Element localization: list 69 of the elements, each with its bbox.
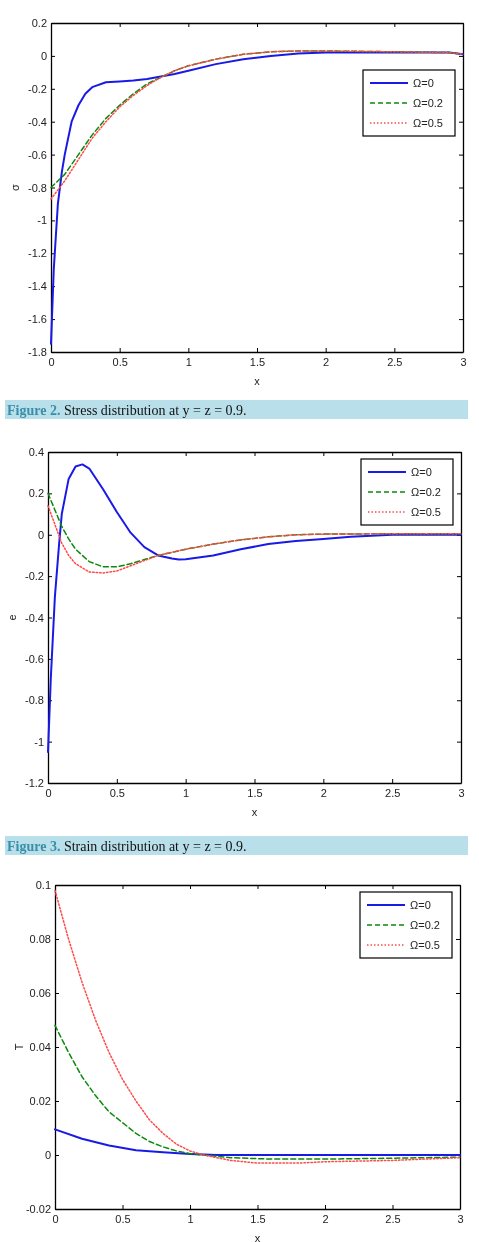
x-tick-label: 1 xyxy=(183,786,190,799)
x-tick-label: 2.5 xyxy=(387,355,403,368)
y-tick-label: -1.2 xyxy=(25,777,44,790)
legend-label: Ω=0.2 xyxy=(413,97,443,109)
y-axis-title: e xyxy=(6,614,18,621)
y-tick-label: -1 xyxy=(34,735,44,748)
y-tick-label: -0.02 xyxy=(25,1203,51,1216)
y-tick-label: 0.4 xyxy=(28,446,44,459)
legend-label: Ω=0 xyxy=(411,466,432,478)
y-tick-label: -0.8 xyxy=(28,181,47,194)
line-series xyxy=(47,463,462,753)
y-tick-label: 0.04 xyxy=(29,1041,51,1054)
line-series xyxy=(50,51,464,345)
x-tick-label: 1.5 xyxy=(249,355,266,368)
line-series xyxy=(54,1128,461,1156)
x-tick-label: 1 xyxy=(187,1212,194,1225)
x-tick-label: 2.5 xyxy=(385,1212,401,1225)
x-tick-label: 2 xyxy=(323,355,330,368)
y-tick-label: 0 xyxy=(44,1149,51,1162)
x-tick-label: 3 xyxy=(460,355,467,368)
y-tick-label: 0.06 xyxy=(29,987,51,1000)
y-tick-label: -1.6 xyxy=(28,313,47,326)
x-tick-label: 3 xyxy=(458,786,465,799)
y-axis-title: T xyxy=(13,1043,25,1051)
x-axis-title: x xyxy=(254,1232,261,1242)
y-tick-label: -1.4 xyxy=(28,280,47,293)
x-axis-title: x xyxy=(254,375,261,387)
y-tick-label: -0.6 xyxy=(28,148,47,161)
caption: Figure 2. Stress distribution at y = z = 0.9. xyxy=(7,403,247,418)
x-tick-label: 2.5 xyxy=(385,786,401,799)
y-tick-label: -0.4 xyxy=(25,611,44,624)
legend-label: Ω=0 xyxy=(413,77,434,89)
y-tick-label: 0.2 xyxy=(31,17,47,30)
caption: Figure 3. Strain distribution at y = z = 0.9. xyxy=(7,839,247,854)
y-tick-label: -1.8 xyxy=(28,346,47,359)
x-tick-label: 0.5 xyxy=(109,786,125,799)
y-axis-title: σ xyxy=(9,183,21,191)
x-tick-label: 0.5 xyxy=(115,1212,131,1225)
y-tick-label: -0.2 xyxy=(28,82,47,95)
line-series xyxy=(54,1024,461,1160)
x-tick-label: 1.5 xyxy=(250,1212,266,1225)
y-tick-label: -0.6 xyxy=(25,652,44,665)
line-series xyxy=(54,889,461,1164)
y-tick-label: -1.2 xyxy=(28,247,47,260)
x-tick-label: 1 xyxy=(185,355,192,368)
y-tick-label: 0.1 xyxy=(35,879,51,892)
y-tick-label: 0.08 xyxy=(29,933,51,946)
line-series xyxy=(47,505,462,574)
legend-label: Ω=0.2 xyxy=(411,486,441,498)
x-tick-label: 2 xyxy=(320,786,327,799)
x-tick-label: 2 xyxy=(322,1212,329,1225)
x-tick-label: 3 xyxy=(457,1212,464,1225)
legend-label: Ω=0.5 xyxy=(411,506,441,518)
y-tick-label: -1 xyxy=(37,214,47,227)
y-tick-label: 0.2 xyxy=(28,487,44,500)
legend-label: Ω=0.5 xyxy=(410,939,440,951)
legend-label: Ω=0 xyxy=(410,899,431,911)
y-tick-label: 0 xyxy=(37,528,44,541)
x-tick-label: 1.5 xyxy=(247,786,263,799)
x-tick-label: 0.5 xyxy=(112,355,128,368)
x-axis-title: x xyxy=(251,806,258,818)
legend-label: Ω=0.5 xyxy=(413,117,443,129)
y-tick-label: -0.4 xyxy=(28,115,47,128)
y-tick-label: -0.8 xyxy=(25,694,44,707)
x-tick-label: 0 xyxy=(52,1212,59,1225)
y-tick-label: -0.2 xyxy=(25,570,44,583)
y-tick-label: 0.02 xyxy=(29,1095,51,1108)
y-tick-label: 0 xyxy=(40,49,47,62)
legend-label: Ω=0.2 xyxy=(410,919,440,931)
